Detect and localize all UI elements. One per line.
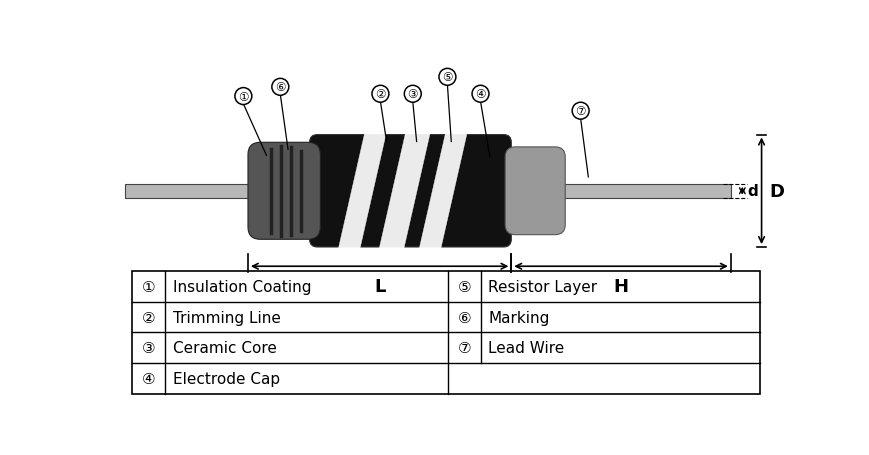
Text: H: H [613, 278, 627, 295]
Circle shape [404, 86, 421, 103]
Text: ②: ② [142, 310, 156, 325]
Text: ⑦: ⑦ [574, 105, 585, 118]
Circle shape [472, 86, 488, 103]
Circle shape [439, 69, 455, 86]
Text: ④: ④ [474, 88, 485, 101]
Text: ①: ① [142, 279, 156, 294]
FancyBboxPatch shape [309, 135, 511, 248]
Polygon shape [124, 184, 265, 198]
Text: ②: ② [375, 88, 385, 101]
Polygon shape [132, 271, 760, 394]
Polygon shape [563, 184, 730, 198]
FancyBboxPatch shape [248, 143, 320, 240]
Text: ⑥: ⑥ [457, 310, 471, 325]
Text: Electrode Cap: Electrode Cap [172, 371, 279, 386]
Text: Lead Wire: Lead Wire [488, 341, 564, 355]
Text: ⑤: ⑤ [457, 279, 471, 294]
Polygon shape [419, 132, 467, 251]
Text: ⑤: ⑤ [441, 71, 452, 84]
Text: ①: ① [238, 91, 249, 103]
Text: D: D [768, 182, 783, 200]
Text: Resistor Layer: Resistor Layer [488, 279, 597, 294]
Polygon shape [338, 132, 386, 251]
Circle shape [271, 79, 289, 96]
Polygon shape [378, 132, 430, 251]
Text: ④: ④ [142, 371, 156, 386]
Circle shape [372, 86, 388, 103]
Text: d: d [746, 184, 758, 199]
Circle shape [572, 103, 588, 120]
Text: ⑦: ⑦ [457, 341, 471, 355]
Text: L: L [374, 278, 385, 295]
Text: Ceramic Core: Ceramic Core [172, 341, 276, 355]
Text: Trimming Line: Trimming Line [172, 310, 280, 325]
Text: Insulation Coating: Insulation Coating [172, 279, 311, 294]
FancyBboxPatch shape [505, 147, 565, 235]
Text: ⑥: ⑥ [275, 81, 285, 94]
Text: ③: ③ [142, 341, 156, 355]
Text: ③: ③ [407, 88, 417, 101]
Circle shape [235, 88, 251, 105]
Text: Marking: Marking [488, 310, 549, 325]
